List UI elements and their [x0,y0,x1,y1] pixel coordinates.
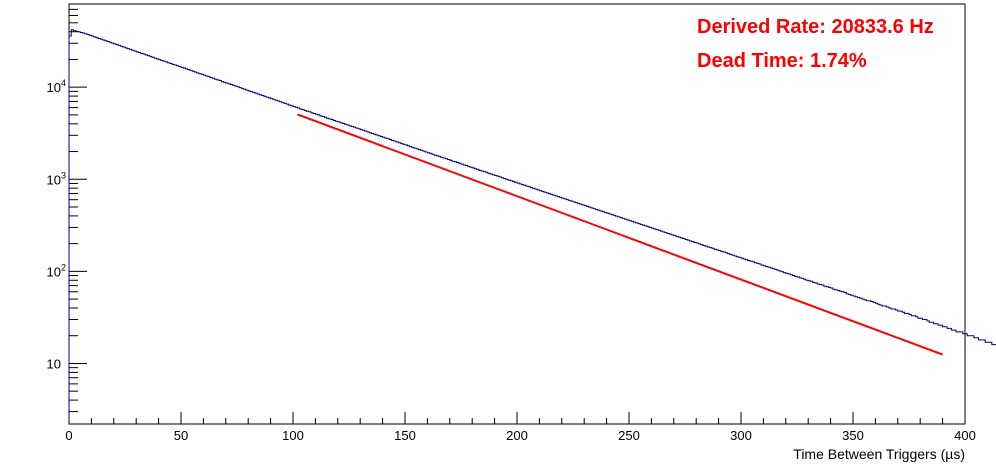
fit-line [297,113,943,356]
series-layer [68,29,996,424]
histogram-series [68,29,996,424]
x-tick-label: 150 [394,428,416,443]
derived-rate-annotation: Derived Rate: 20833.6 Hz [697,16,934,38]
x-tick-label: 50 [174,428,188,443]
x-tick-label: 0 [65,428,72,443]
y-tick-label: 102 [47,262,66,279]
x-axis-title: Time Between Triggers (µs) [793,446,965,462]
y-tick-label: 10 [47,356,61,371]
x-tick-label: 400 [954,428,976,443]
ticks-layer [68,3,966,424]
x-tick-label: 350 [842,428,864,443]
y-tick-label: 103 [47,170,66,187]
x-tick-label: 100 [282,428,304,443]
x-tick-label: 300 [730,428,752,443]
x-tick-label: 250 [618,428,640,443]
y-tick-label: 104 [47,78,66,95]
x-tick-label: 200 [506,428,528,443]
labels-layer: 0 50 100 150 200 250 300 350 400 10 102 103 104 [47,78,976,443]
dead-time-annotation: Dead Time: 1.74% [697,50,867,72]
